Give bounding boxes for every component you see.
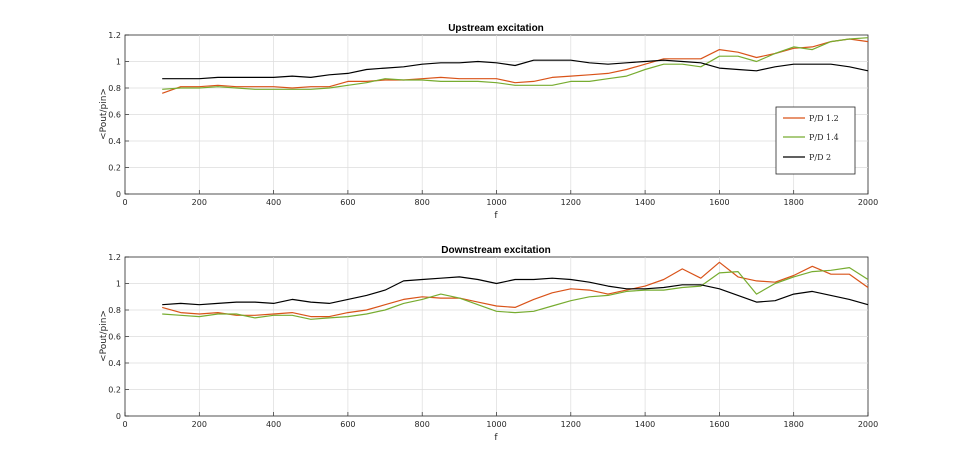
x-tick-label: 1000 [486, 198, 506, 207]
x-tick-label: 1200 [561, 420, 581, 429]
x-tick-label: 0 [122, 198, 127, 207]
y-tick-label: 0.6 [108, 111, 121, 120]
x-tick-label: 800 [415, 198, 430, 207]
y-tick-label: 0.8 [108, 84, 121, 93]
legend-label-pd-1-4: P/D 1.4 [809, 133, 839, 142]
series-line-p-d-1-2-upstream [161, 38, 869, 94]
x-tick-label: 1200 [561, 198, 581, 207]
x-tick-label: 1600 [709, 420, 729, 429]
y-tick-labels-downstream: 0 0.2 0.4 0.6 0.8 1 1.2 [108, 253, 121, 421]
legend-label-pd-1-2: P/D 1.2 [809, 114, 839, 123]
y-axis-title-upstream: <Pout/pin> [99, 88, 109, 140]
x-tick-label: 800 [415, 420, 430, 429]
plot-downstream: 0 200 400 600 800 1000 1200 1400 1600 1800 2000 00… [99, 245, 878, 443]
plot-upstream: 0 200 400 600 800 1000 1200 1400 1600 1800 2000 00… [99, 23, 878, 221]
y-tick-label: 0.4 [108, 359, 121, 368]
x-tick-label: 1800 [784, 420, 804, 429]
x-tick-label: 200 [192, 198, 207, 207]
y-tick-labels-upstream: 0 0.2 0.4 0.6 0.8 1 1.2 [108, 31, 121, 199]
x-tick-labels-upstream: 0 200 400 600 800 1000 1200 1400 1600 1800 2000 [122, 198, 878, 207]
legend-upstream: P/D 1.2 P/D 1.4 P/D 2 [775, 106, 856, 175]
y-tick-label: 0.6 [108, 333, 121, 342]
y-tick-label: 0.8 [108, 306, 121, 315]
series-line-p-d-2-upstream [162, 59, 869, 80]
y-tick-label: 0.2 [108, 386, 121, 395]
y-tick-label: 0 [116, 190, 121, 199]
x-axis-title-upstream: f [494, 211, 498, 221]
series-lines-upstream [161, 37, 869, 94]
x-tick-labels-downstream: 0 200 400 600 800 1000 1200 1400 1600 1800 2000 [122, 420, 878, 429]
series-line-p-d-1-2-downstream [162, 261, 869, 318]
y-tick-label: 1.2 [108, 253, 121, 262]
y-tick-label: 1.2 [108, 31, 121, 40]
y-tick-label: 1 [116, 280, 121, 289]
x-tick-label: 1400 [635, 420, 655, 429]
series-line-p-d-1-4-upstream [162, 37, 869, 90]
x-tick-label: 200 [192, 420, 207, 429]
x-tick-label: 2000 [858, 198, 878, 207]
x-tick-label: 1000 [486, 420, 506, 429]
y-tick-label: 0 [116, 412, 121, 421]
x-tick-label: 600 [340, 198, 355, 207]
x-tick-label: 0 [122, 420, 127, 429]
legend-label-pd-2: P/D 2 [809, 153, 831, 162]
y-axis-title-downstream: <Pout/pin> [99, 310, 109, 362]
x-tick-label: 2000 [858, 420, 878, 429]
chart-title-upstream: Upstream excitation [448, 23, 544, 34]
x-tick-label: 1400 [635, 198, 655, 207]
x-tick-label: 1800 [784, 198, 804, 207]
chart-title-downstream: Downstream excitation [441, 245, 550, 256]
x-tick-label: 1600 [709, 198, 729, 207]
y-tick-label: 0.4 [108, 137, 121, 146]
legend-entry-pd-1-4: P/D 1.4 [783, 133, 839, 142]
legend-entry-pd-1-2: P/D 1.2 [783, 114, 839, 123]
y-tick-label: 1 [116, 58, 121, 67]
y-tick-label: 0.2 [108, 164, 121, 173]
x-axis-title-downstream: f [494, 433, 498, 443]
series-lines-downstream [162, 261, 869, 320]
x-tick-label: 400 [266, 198, 281, 207]
series-line-p-d-2-downstream [162, 276, 869, 306]
x-tick-label: 600 [340, 420, 355, 429]
series-line-p-d-1-4-downstream [162, 267, 869, 320]
legend-entry-pd-2: P/D 2 [783, 153, 831, 162]
x-tick-label: 400 [266, 420, 281, 429]
